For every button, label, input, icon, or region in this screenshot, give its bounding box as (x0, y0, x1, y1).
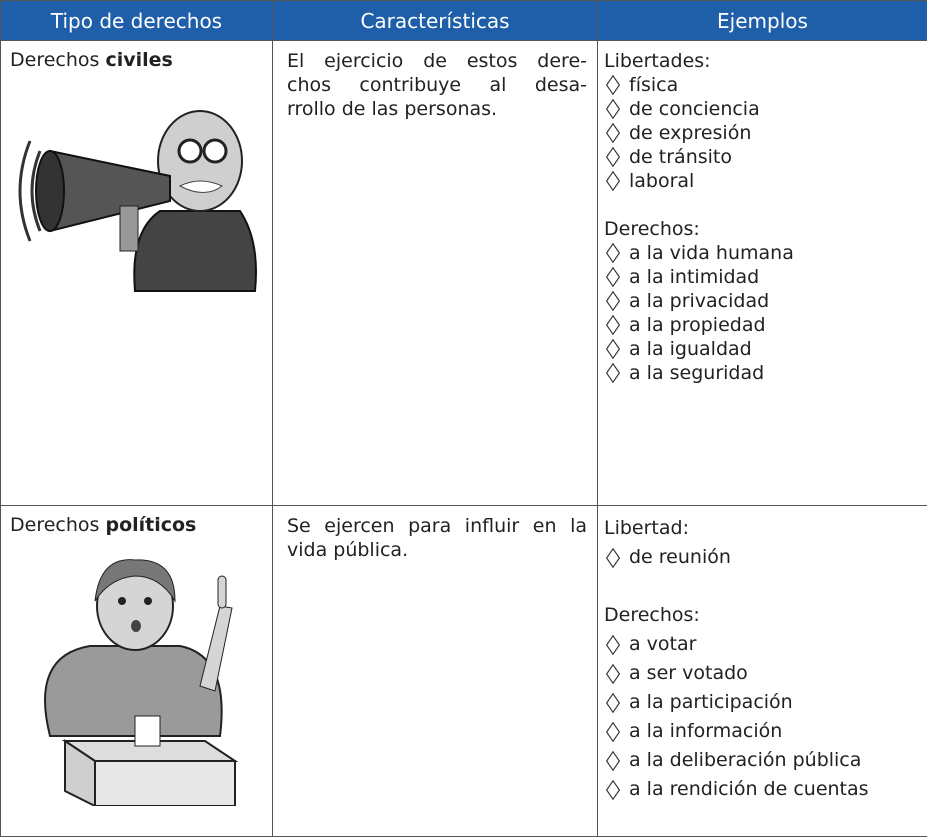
bullet (606, 171, 620, 192)
example-item: a la intimidad (604, 265, 923, 289)
bullet (606, 147, 620, 168)
example-item: a votar (604, 630, 923, 659)
bullet (606, 99, 620, 120)
bullet (606, 779, 620, 800)
bullet (606, 721, 620, 742)
type-emphasis: civiles (105, 49, 172, 71)
example-item: a la privacidad (604, 289, 923, 313)
bullet (606, 663, 620, 684)
example-item: a la seguridad (604, 361, 923, 385)
example-item: a la propiedad (604, 313, 923, 337)
group-heading: Libertad: (604, 514, 923, 543)
item-text: física (629, 73, 678, 97)
item-text: a la intimidad (629, 265, 759, 289)
table-row: Derechos civiles El ejercicio de estos d… (1, 41, 927, 506)
bullet (606, 291, 620, 312)
type-prefix: Derechos (10, 514, 99, 536)
example-item: a la rendición de cuentas (604, 775, 923, 804)
example-item: a ser votado (604, 659, 923, 688)
bullet (606, 123, 620, 144)
item-text: a la seguridad (629, 361, 764, 385)
bullet (606, 315, 620, 336)
bullet (606, 750, 620, 771)
group-heading: Libertades: (604, 49, 923, 73)
group-heading: Derechos: (604, 601, 923, 630)
illustration-voter (10, 546, 260, 806)
item-text: a la rendición de cuentas (629, 775, 869, 804)
example-item: laboral (604, 169, 923, 193)
type-emphasis: políticos (105, 514, 196, 536)
bullet (606, 267, 620, 288)
type-prefix: Derechos (10, 49, 99, 71)
example-item: de tránsito (604, 145, 923, 169)
item-text: a la vida humana (629, 241, 794, 265)
group-heading: Derechos: (604, 217, 923, 241)
item-text: laboral (629, 169, 694, 193)
characteristics-cell: El ejercicio de estos dere-chos contribu… (273, 41, 598, 506)
example-item: de conciencia (604, 97, 923, 121)
example-group: Libertad:de reunión (604, 514, 923, 572)
item-text: a la deliberación pública (629, 746, 861, 775)
bullet (606, 692, 620, 713)
type-cell: Derechos políticos (1, 506, 273, 837)
example-item: de expresión (604, 121, 923, 145)
item-text: a la privacidad (629, 289, 769, 313)
item-text: a ser votado (629, 659, 748, 688)
bullet (606, 363, 620, 384)
item-text: de reunión (629, 543, 731, 572)
characteristics-line: Se ejercen para influir en la (287, 514, 587, 538)
bullet (606, 339, 620, 360)
example-item: a la igualdad (604, 337, 923, 361)
example-item: de reunión (604, 543, 923, 572)
item-text: de expresión (629, 121, 751, 145)
example-item: a la vida humana (604, 241, 923, 265)
example-item: física (604, 73, 923, 97)
item-text: a votar (629, 630, 696, 659)
column-header: Ejemplos (598, 1, 927, 41)
bullet (606, 634, 620, 655)
bullet (606, 547, 620, 568)
column-header: Tipo de derechos (1, 1, 273, 41)
example-item: a la información (604, 717, 923, 746)
illustration-megaphone (10, 81, 260, 301)
item-text: de tránsito (629, 145, 732, 169)
column-header: Características (273, 1, 598, 41)
type-cell: Derechos civiles (1, 41, 273, 506)
item-text: a la información (629, 717, 782, 746)
characteristics-line: El ejercicio de estos dere- (287, 49, 587, 73)
bullet (606, 75, 620, 96)
characteristics-line: vida pública. (287, 538, 587, 562)
example-item: a la deliberación pública (604, 746, 923, 775)
item-text: a la igualdad (629, 337, 752, 361)
characteristics-line: rrollo de las personas. (287, 97, 587, 121)
example-item: a la participación (604, 688, 923, 717)
item-text: a la participación (629, 688, 793, 717)
item-text: de conciencia (629, 97, 760, 121)
item-text: a la propiedad (629, 313, 766, 337)
characteristics-line: chos contribuye al desa- (287, 73, 587, 97)
table-row: Derechos políticos Se ejercen para influ… (1, 506, 927, 837)
bullet (606, 243, 620, 264)
